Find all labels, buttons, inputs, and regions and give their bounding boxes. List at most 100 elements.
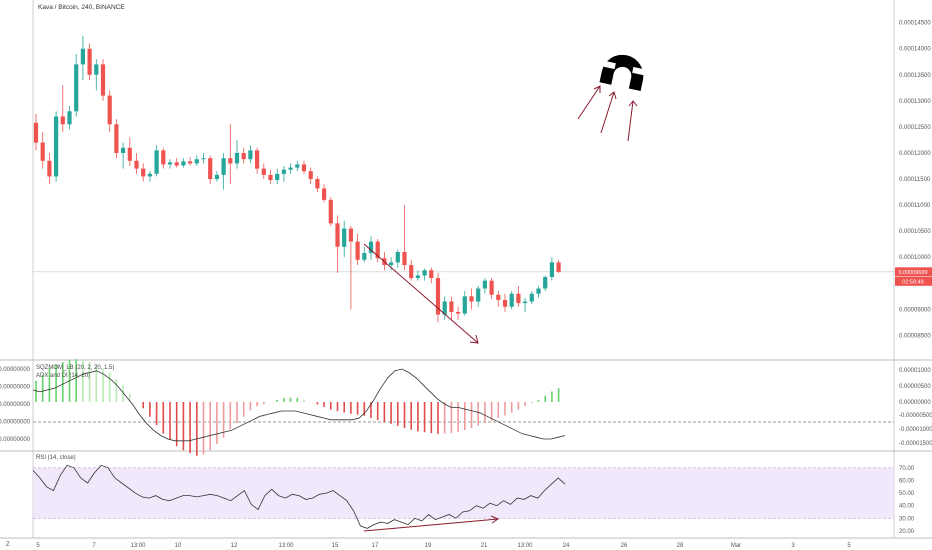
candle-body [121,147,126,153]
rsi-axis-label: 70.00 [899,466,915,472]
candle-body [395,252,400,263]
chart-title: Kava / Bitcoin, 240, BINANCE [38,4,125,11]
candle-body [74,64,79,112]
price-axis-label: 0.00013500 [899,73,931,79]
legend-sqzmom: SQZMOM_LB (20, 2, 20, 1.5) [36,365,114,371]
candle-body [322,188,327,200]
price-axis-label: 0.00010500 [899,229,931,235]
candle-body [147,173,152,177]
candle-body [368,241,374,254]
squeeze-axis-label: -0.00000500 [899,413,932,419]
candle-body [429,270,434,279]
adx-axis-label: 50.00000000 [0,367,31,373]
candle-body [549,262,554,278]
adx-axis-label: 10.00000000 [0,437,31,443]
time-axis-label: 5 [847,543,851,549]
price-axis-label: 0.00011500 [899,177,931,183]
candle-body [469,296,474,302]
candle-body [268,174,273,181]
price-tag: 0.00009699 02:59:49 [895,267,932,286]
candle-body [47,160,52,177]
price-axis-label: 0.00012500 [899,125,931,131]
candle-body [375,241,380,259]
squeeze-axis-label: -0.00001500 [899,441,932,447]
price-axis-label: 0.00014000 [899,47,931,53]
rsi-axis-label: 40.00 [899,504,915,510]
candle-body [529,293,534,302]
candle-body [288,167,293,170]
price-axis-label: 0.00010000 [899,255,931,261]
price-axis-label: 0.00014500 [899,21,931,27]
candle-body [40,142,45,161]
time-axis-label: 13:00 [130,543,146,549]
candles-layer [33,35,561,323]
candle-body [255,150,260,169]
adx-axis-label: 30.00000000 [0,402,31,408]
candle-body [161,150,166,165]
candle-body [449,301,454,312]
legend-adx: ADX and DI (14, 20) [36,373,90,379]
time-axis-label: 24 [563,543,570,549]
candle-body [328,199,333,224]
time-axis-label: Mar [731,543,741,549]
candle-body [422,270,427,276]
candle-body [556,262,561,272]
rsi-axis-label: 50.00 [899,491,915,497]
candle-body [462,296,467,314]
time-axis-label: 28 [677,543,684,549]
candle-body [228,158,233,164]
candle-body [127,147,132,161]
timezone-button[interactable]: Z [6,542,10,548]
candle-body [435,278,441,315]
x-axis-labels: 5 7 13:00 10 12 13:00 15 17 19 21 13:00 24 26 28 Mar 3 5 [36,543,851,549]
candle-body [154,150,159,174]
candle-body [80,48,85,65]
time-axis-label: 7 [92,543,96,549]
price-axis-label: 0.00008500 [899,333,931,339]
countdown-value: 02:59:49 [902,279,923,285]
time-axis-label: 26 [621,543,628,549]
time-axis-label: 10 [175,543,182,549]
candle-body [54,116,59,177]
time-axis-label: 13:00 [517,543,533,549]
candle-body [489,280,494,295]
time-axis-label: 17 [372,543,379,549]
candle-body [208,158,213,180]
candle-body [107,95,112,125]
candle-body [114,124,119,153]
downtrend-arrow [363,243,479,344]
candle-body [100,64,106,96]
candle-body [181,161,186,166]
candle-body [295,164,300,168]
price-axis-label: 0.00012000 [899,151,931,157]
candle-body [543,277,548,289]
squeeze-axis-label: 0.00000500 [899,384,931,390]
squeeze-axis-label: -0.00001000 [899,427,932,433]
candle-body [174,162,179,166]
candle-body [516,293,521,304]
candle-body [248,150,253,160]
candle-body [194,159,199,164]
candle-body [141,168,146,177]
candle-body [201,158,206,160]
candle-body [33,122,39,143]
candle-body [134,160,139,169]
candle-body [536,288,541,294]
candle-body [476,288,481,302]
candle-body [348,228,353,242]
candle-body [342,228,347,247]
legend-rsi: RSI (14, close) [36,455,76,461]
candle-body [67,111,72,125]
magnet-icon [599,54,648,91]
squeeze-axis-label: 0.00000000 [899,400,931,406]
candle-body [509,293,514,307]
candle-body [301,164,307,172]
rsi-axis-label: 30.00 [899,516,915,522]
adx-line [32,368,566,442]
candle-body [389,262,394,266]
time-axis-label: 13:00 [278,543,294,549]
y-axis-labels: 0.00014500 0.00014000 0.00013500 0.00013000… [0,21,932,535]
attraction-arrows [577,85,638,142]
